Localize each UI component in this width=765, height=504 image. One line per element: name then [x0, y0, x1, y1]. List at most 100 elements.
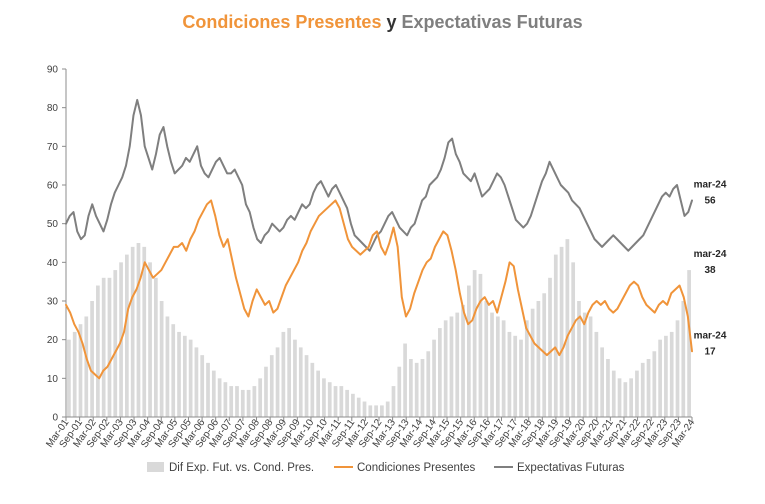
bar	[136, 243, 141, 417]
bar	[322, 378, 326, 417]
bar	[171, 324, 176, 417]
annotation-date: mar-24	[694, 249, 727, 260]
bar	[455, 312, 460, 417]
bar	[304, 355, 309, 417]
bar	[658, 339, 662, 417]
y-tick-label: 0	[52, 413, 58, 424]
bar	[362, 401, 367, 417]
bar	[223, 382, 228, 417]
bar	[287, 328, 292, 417]
bar	[345, 389, 349, 417]
bar	[472, 270, 477, 417]
y-tick-label: 20	[47, 335, 59, 346]
bar	[182, 335, 187, 417]
bar	[78, 324, 83, 417]
bar	[264, 366, 268, 417]
bar	[217, 378, 222, 417]
bar	[246, 389, 251, 417]
legend-label-futuras: Expectativas Futuras	[517, 462, 625, 474]
bar	[524, 320, 529, 417]
axes-group: 0102030405060708090Mar-01Sep-01Mar-02Sep…	[44, 65, 697, 451]
bar	[571, 262, 576, 417]
bar	[548, 277, 552, 417]
bar	[449, 316, 454, 417]
bar	[432, 339, 436, 417]
bar	[484, 301, 489, 417]
bar	[397, 366, 402, 417]
bar	[281, 331, 286, 417]
bar	[687, 270, 691, 417]
y-tick-label: 80	[47, 103, 59, 114]
bar	[669, 331, 674, 417]
bar	[385, 401, 390, 417]
legend-swatch-bars	[147, 462, 164, 472]
bar	[67, 339, 71, 417]
bar	[664, 335, 668, 417]
bar	[623, 382, 628, 417]
bar	[577, 301, 581, 417]
line-series-group	[65, 98, 693, 380]
bar	[409, 359, 413, 417]
bar	[177, 331, 181, 417]
bar	[513, 335, 518, 417]
bar	[466, 285, 471, 417]
bar	[130, 246, 135, 417]
bar	[356, 397, 361, 417]
bar	[240, 389, 245, 417]
legend: Dif Exp. Fut. vs. Cond. Pres. Condiciones…	[147, 462, 625, 474]
bar	[339, 386, 344, 417]
bar	[96, 285, 100, 417]
bar	[269, 355, 274, 417]
annotation-value: 38	[704, 265, 716, 276]
bar	[293, 339, 297, 417]
annotation-value: 56	[704, 196, 716, 207]
bar	[211, 370, 216, 417]
title-part-futuras: Expectativas Futuras	[401, 12, 583, 32]
bar	[652, 351, 657, 417]
bar	[252, 386, 257, 417]
bar	[374, 405, 378, 417]
bar	[333, 386, 338, 417]
y-tick-label: 60	[47, 181, 59, 192]
y-tick-label: 70	[47, 142, 59, 153]
legend-label-presentes: Condiciones Presentes	[357, 462, 476, 474]
bar	[391, 386, 396, 417]
bar	[403, 343, 407, 417]
bar	[206, 362, 210, 417]
bar	[351, 393, 355, 417]
bar	[72, 331, 77, 417]
bar	[229, 386, 234, 417]
bar	[565, 239, 570, 417]
presentes-line	[65, 199, 693, 380]
bar	[414, 362, 419, 417]
y-tick-label: 10	[47, 374, 59, 385]
bar	[125, 254, 129, 417]
y-tick-label: 30	[47, 297, 59, 308]
bar	[420, 359, 425, 417]
bar	[194, 347, 199, 417]
bar	[582, 312, 587, 417]
bar	[327, 382, 332, 417]
y-tick-label: 90	[47, 65, 59, 76]
bar	[681, 301, 686, 417]
futuras-line	[65, 98, 693, 252]
bar	[536, 301, 541, 417]
annotations-group: mar-24 56 mar-24 38 mar-24 17	[694, 180, 727, 358]
legend-label-bars: Dif Exp. Fut. vs. Cond. Pres.	[169, 462, 314, 474]
bar	[478, 273, 483, 417]
bar	[165, 316, 170, 417]
bar	[542, 293, 547, 417]
bar	[316, 370, 320, 417]
annotation-date: mar-24	[694, 180, 727, 191]
annotation-date: mar-24	[694, 330, 727, 341]
bar	[519, 339, 523, 417]
bar	[635, 370, 639, 417]
bar	[107, 277, 112, 417]
bar	[368, 405, 373, 417]
annotation-value: 17	[704, 346, 716, 357]
bar	[490, 312, 494, 417]
bar	[159, 301, 164, 417]
bar	[438, 328, 442, 417]
bar	[594, 331, 599, 417]
